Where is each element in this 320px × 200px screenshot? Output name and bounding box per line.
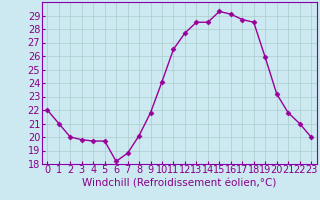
- X-axis label: Windchill (Refroidissement éolien,°C): Windchill (Refroidissement éolien,°C): [82, 178, 276, 188]
